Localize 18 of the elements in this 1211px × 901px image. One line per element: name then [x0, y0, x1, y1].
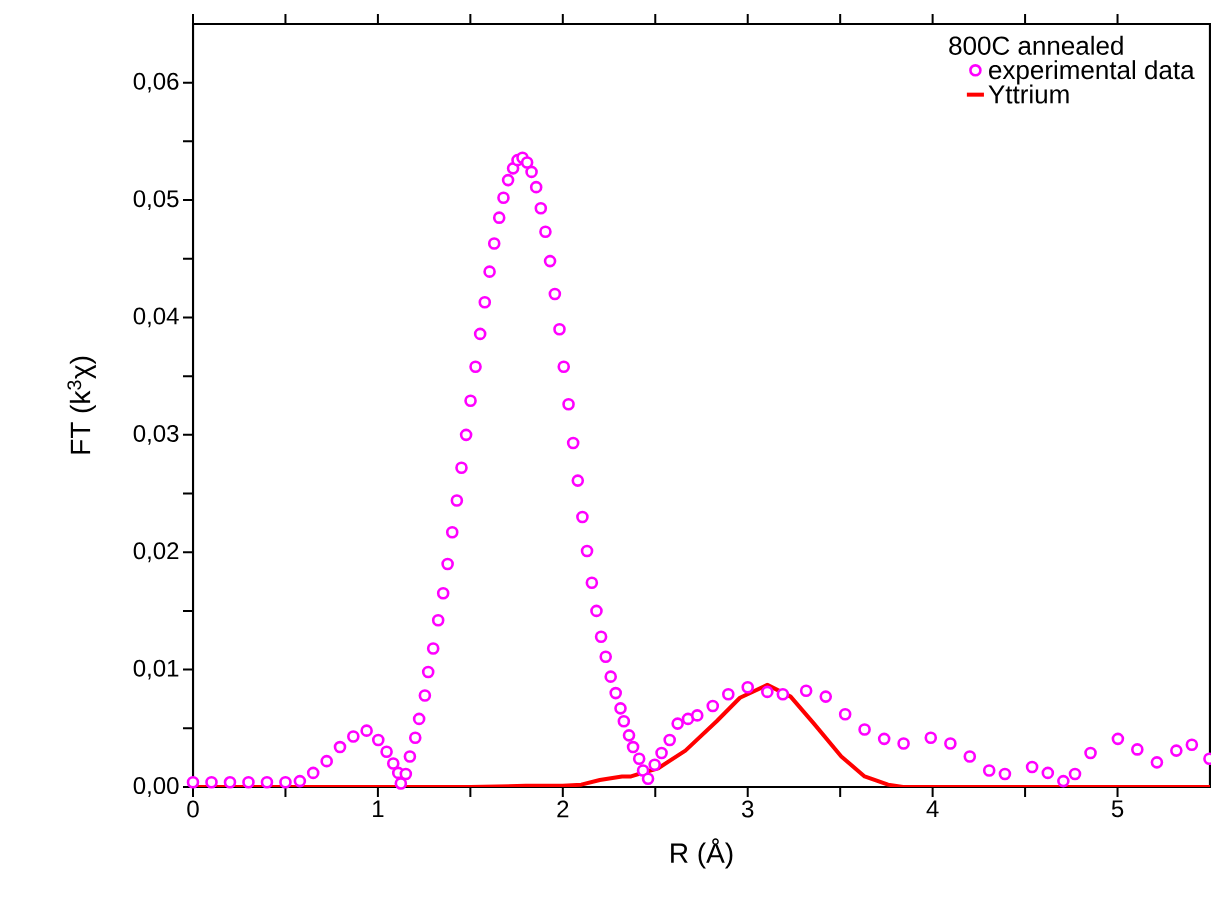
x-tick-label: 1 — [373, 800, 384, 818]
y-tick-label: 0,06 — [133, 72, 179, 93]
legend-title: 800C annealed — [949, 35, 1123, 55]
x-tick-label: 2 — [557, 800, 569, 818]
x-tick-label: 4 — [926, 800, 939, 818]
legend-label: Yttrium — [988, 84, 1069, 104]
legend-label: experimental data — [989, 60, 1195, 85]
y-tick-label: 0,05 — [133, 190, 179, 210]
x-tick-label: 0 — [187, 800, 199, 818]
x-tick-label: 3 — [741, 800, 754, 818]
y-tick-label: 0,00 — [133, 777, 179, 797]
y-axis-title: FT (k$^{3}$χ) — [67, 356, 96, 454]
y-tick-label: 0,03 — [133, 424, 179, 445]
y-tick-label: 0,01 — [133, 659, 179, 680]
x-axis-title: R (Å) — [671, 838, 733, 869]
x-tick-label: 5 — [1111, 800, 1124, 818]
y-tick-label: 0,04 — [133, 307, 179, 328]
y-tick-label: 0,02 — [133, 542, 179, 563]
